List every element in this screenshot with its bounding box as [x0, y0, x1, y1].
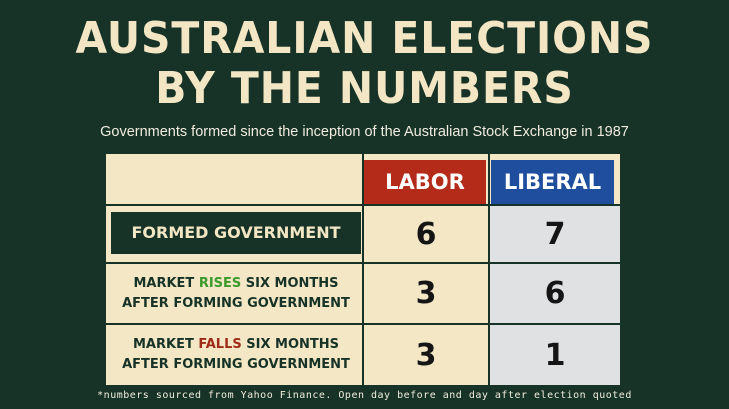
row-label-text: AFTER FORMING GOVERNMENT — [122, 296, 350, 311]
row-divider — [106, 323, 620, 325]
liberal-market-rises-cell: 6 — [490, 264, 620, 323]
footnote: *numbers sourced from Yahoo Finance. Ope… — [97, 390, 632, 401]
row-label-text: SIX MONTHS — [241, 276, 339, 291]
liberal-column-header: LIBERAL — [491, 160, 614, 204]
column-divider — [488, 154, 490, 385]
title-line-2: BY THE NUMBERS — [155, 63, 574, 114]
labor-formed-government-cell: 6 — [415, 216, 437, 252]
labor-market-falls-cell: 3 — [415, 337, 437, 373]
row-label-market-falls: MARKET FALLS SIX MONTHS AFTER FORMING GO… — [110, 329, 362, 381]
row-label-text: AFTER FORMING GOVERNMENT — [122, 357, 350, 372]
liberal-market-falls-cell: 1 — [490, 325, 620, 385]
column-divider — [362, 154, 364, 385]
row-label-text: SIX MONTHS — [241, 337, 339, 352]
row-divider — [106, 204, 620, 206]
title-line-1: AUSTRALIAN ELECTIONS — [75, 13, 654, 64]
rises-keyword: RISES — [198, 276, 242, 291]
row-label-text: MARKET — [133, 276, 199, 291]
row-divider — [106, 262, 620, 264]
liberal-formed-government-cell: 7 — [490, 206, 620, 262]
row-label-formed-government: FORMED GOVERNMENT — [111, 212, 361, 254]
labor-column-header: LABOR — [364, 160, 486, 204]
falls-keyword: FALLS — [198, 337, 242, 352]
results-table: LABOR LIBERAL 7 6 1 6 3 3 FORMED GOVERNM… — [106, 154, 620, 385]
labor-market-rises-cell: 3 — [415, 276, 437, 311]
page-title: AUSTRALIAN ELECTIONS BY THE NUMBERS — [26, 14, 704, 114]
row-label-market-rises: MARKET RISES SIX MONTHS AFTER FORMING GO… — [110, 268, 362, 320]
subtitle: Governments formed since the inception o… — [100, 124, 629, 140]
row-label-text: MARKET — [132, 337, 199, 352]
